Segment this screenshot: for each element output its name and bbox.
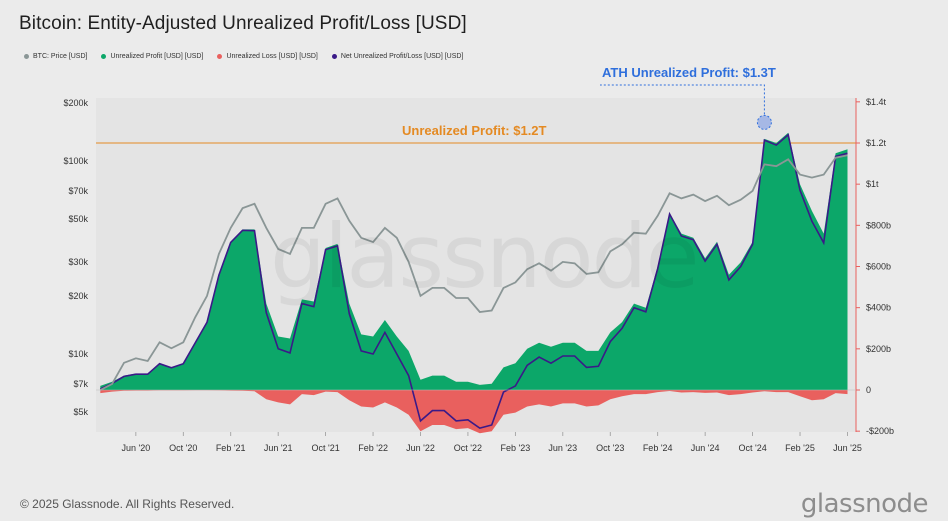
unrealized-profit-annotation: Unrealized Profit: $1.2T [402,123,547,138]
legend-swatch-unrealized-profit [101,54,107,59]
x-axis-tick-label: Feb '22 [358,443,388,453]
x-axis-tick-label: Feb '21 [216,443,246,453]
x-axis-tick-label: Oct '22 [454,443,482,453]
x-axis-tick-label: Feb '24 [643,443,673,453]
x-axis-tick-label: Feb '23 [501,443,531,453]
right-axis-tick-label: $1t [866,179,879,189]
x-axis-tick-label: Jun '20 [122,443,151,453]
right-axis-tick-label: 0 [866,385,871,395]
right-axis-tick-label: $800b [866,220,891,230]
chart-title: Bitcoin: Entity-Adjusted Unrealized Prof… [19,13,467,34]
legend-item-price[interactable]: BTC: Price [USD] [24,53,87,60]
ath-marker [756,114,772,130]
legend-swatch-nupl [331,54,337,59]
x-axis-tick-label: Oct '23 [596,443,624,453]
x-axis-tick-label: Jun '24 [691,443,720,453]
right-axis-tick-label: -$200b [866,426,894,436]
right-axis-tick-label: $400b [866,303,891,313]
x-axis-tick-label: Oct '20 [169,443,197,453]
copyright-footer: © 2025 Glassnode. All Rights Reserved. [20,497,235,511]
ath-annotation: ATH Unrealized Profit: $1.3T [602,65,776,80]
x-axis-tick-label: Oct '24 [738,443,766,453]
right-axis-tick-label: $1.2t [866,138,887,148]
left-axis-tick-label: $5k [73,407,88,417]
x-axis-tick-label: Jun '22 [406,443,435,453]
x-axis-tick-label: Jun '21 [264,443,293,453]
left-axis-tick-label: $200k [63,98,88,108]
ath-leader-line [600,84,765,115]
left-axis-tick-label: $10k [68,349,88,359]
right-axis-tick-label: $200b [866,344,891,354]
unrealized-profit-area [100,132,848,390]
nupl-line [99,133,848,429]
left-axis-tick-label: $50k [68,214,88,224]
left-axis-tick-label: $100k [63,156,88,166]
left-axis-tick-label: $7k [73,379,88,389]
legend-label-nupl: Net Unrealized Profit/Loss [USD] [USD] [340,53,464,60]
btc-price-line [99,154,848,391]
legend-swatch-price [24,54,29,59]
x-axis-tick-label: Oct '21 [311,443,339,453]
left-axis-tick-label: $70k [68,186,88,196]
legend-swatch-unrealized-loss [217,54,223,59]
left-axis-tick-label: $20k [68,291,88,301]
legend-label-price: BTC: Price [USD] [33,53,88,60]
right-axis-tick-label: $1.4t [866,97,887,107]
legend-label-unrealized-loss: Unrealized Loss [USD] [USD] [226,53,318,60]
chart-legend: BTC: Price [USD] Unrealized Profit [USD]… [24,53,463,60]
legend-item-unrealized-loss[interactable]: Unrealized Loss [USD] [USD] [217,53,318,60]
unrealized-loss-area [100,390,848,434]
legend-item-nupl[interactable]: Net Unrealized Profit/Loss [USD] [USD] [331,53,464,60]
x-axis-tick-label: Jun '25 [833,443,862,453]
legend-label-unrealized-profit: Unrealized Profit [USD] [USD] [110,53,204,60]
left-axis-tick-label: $30k [68,257,88,267]
legend-item-unrealized-profit[interactable]: Unrealized Profit [USD] [USD] [101,53,203,60]
x-axis-tick-label: Jun '23 [548,443,577,453]
x-axis-tick-label: Feb '25 [785,443,815,453]
brand-logo: glassnode [800,489,929,519]
right-axis-tick-label: $600b [866,262,891,272]
